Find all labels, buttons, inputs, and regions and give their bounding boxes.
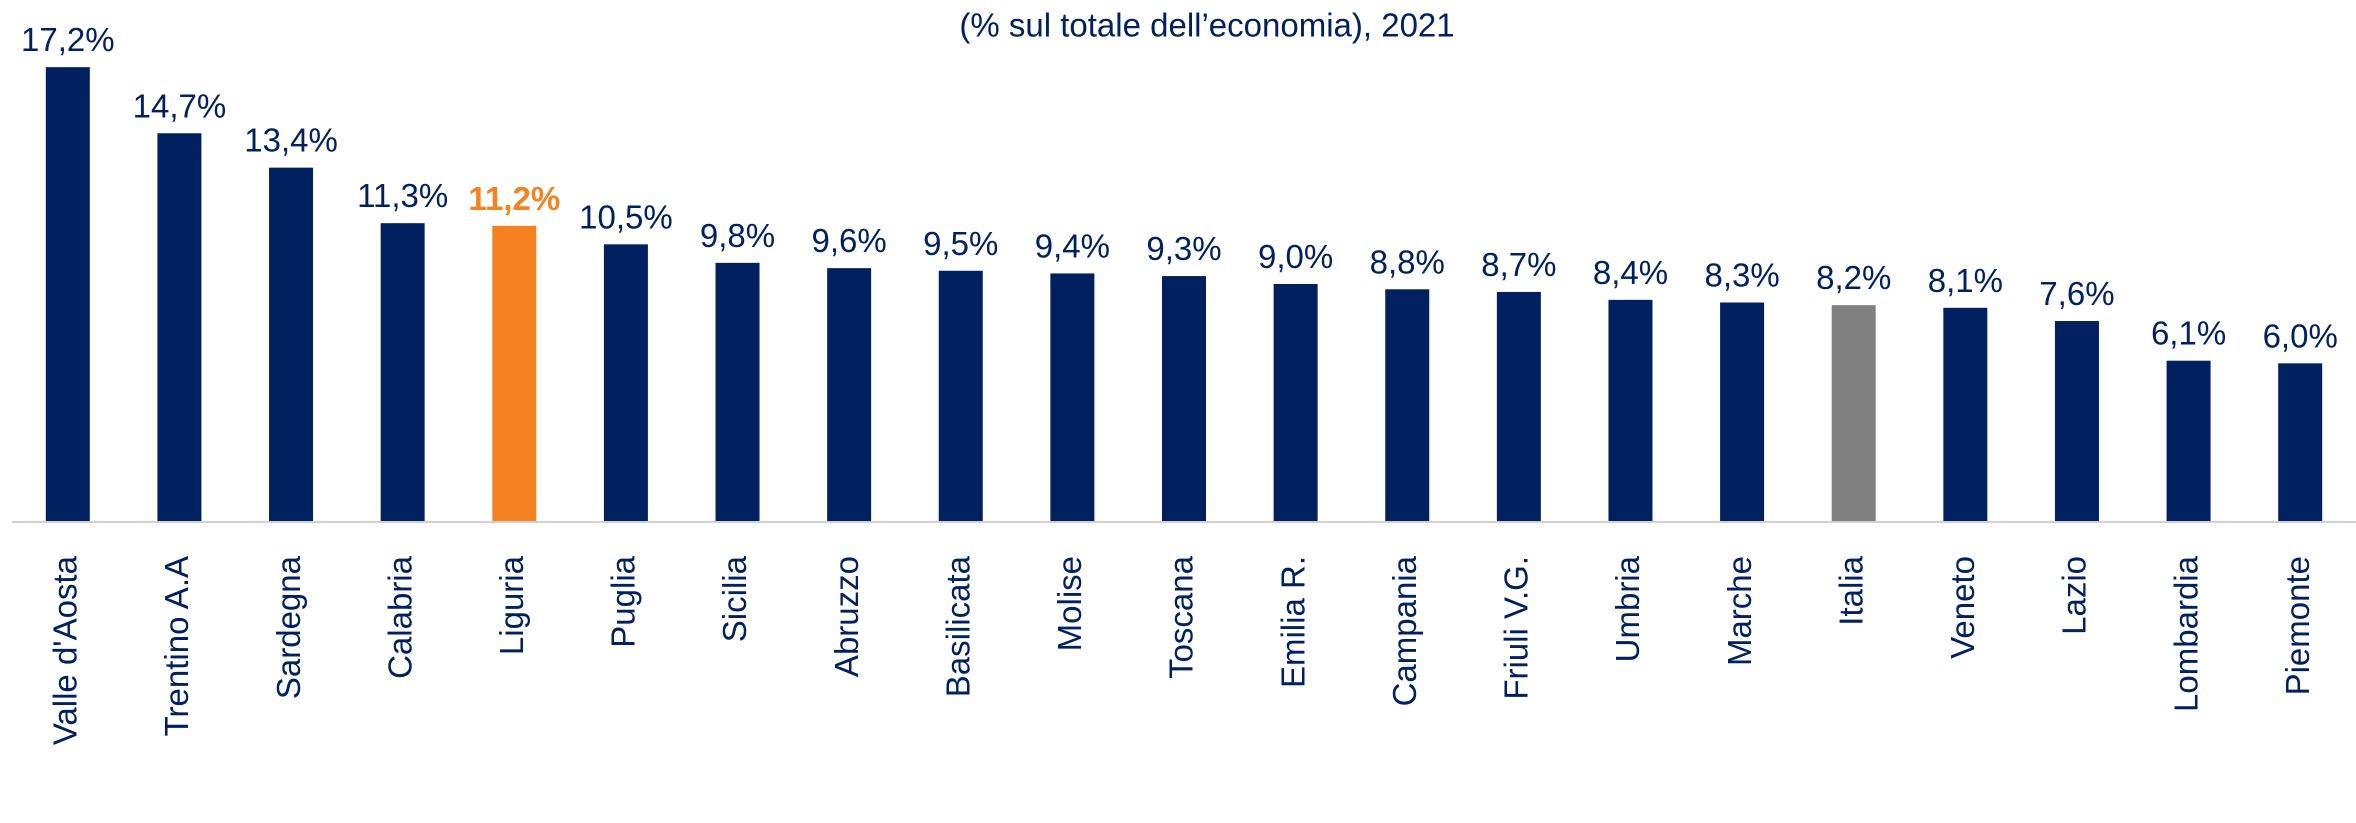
value-label: 9,3% xyxy=(1146,230,1221,267)
x-tick-label: Marche xyxy=(1721,556,1758,666)
x-tick-label: Umbria xyxy=(1609,555,1646,662)
x-tick-label: Lazio xyxy=(2056,556,2093,635)
bar xyxy=(1162,276,1206,522)
bar xyxy=(1831,305,1876,522)
x-tick-label: Lombardia xyxy=(2167,555,2204,712)
x-tick-label: Emilia R. xyxy=(1274,556,1311,688)
bar xyxy=(715,262,760,522)
x-tick-label: Sicilia xyxy=(716,555,753,642)
value-label: 9,4% xyxy=(1035,227,1110,264)
chart-subtitle: (% sul totale dell’economia), 2021 xyxy=(959,7,1454,44)
bar xyxy=(2278,363,2323,522)
value-label: 14,7% xyxy=(133,87,227,124)
x-tick-label: Puglia xyxy=(605,555,642,647)
x-tick-label: Toscana xyxy=(1163,555,1200,679)
bar xyxy=(45,67,90,523)
value-label: 9,6% xyxy=(812,222,887,259)
bar xyxy=(492,225,537,523)
value-label: 9,8% xyxy=(700,217,775,254)
bar xyxy=(2054,321,2099,522)
x-tick-label: Sardegna xyxy=(270,555,307,699)
x-tick-label: Trentino A.A xyxy=(158,556,195,736)
bar xyxy=(1385,289,1430,522)
x-tick-label: Piemonte xyxy=(2279,556,2316,695)
value-label: 11,2% xyxy=(468,180,560,217)
bar xyxy=(157,133,202,522)
bar xyxy=(827,268,872,522)
x-tick-label: Molise xyxy=(1051,556,1088,651)
value-label: 13,4% xyxy=(244,122,338,159)
value-label: 8,8% xyxy=(1370,243,1445,280)
bar xyxy=(1273,284,1318,522)
value-label: 6,0% xyxy=(2263,317,2338,354)
value-label: 10,5% xyxy=(579,198,673,235)
value-label: 8,4% xyxy=(1593,254,1668,291)
x-tick-label: Basilicata xyxy=(939,555,976,697)
x-tick-label: Liguria xyxy=(493,555,530,655)
x-tick-label: Friuli V.G. xyxy=(1498,556,1535,700)
x-tick-label: Campania xyxy=(1386,555,1423,706)
value-label: 7,6% xyxy=(2039,275,2114,312)
bar xyxy=(1943,307,1988,522)
bar xyxy=(269,167,314,522)
x-tick-label: Italia xyxy=(1832,555,1869,625)
value-label: 9,0% xyxy=(1258,238,1333,275)
value-label: 8,7% xyxy=(1481,246,1556,283)
bar xyxy=(938,270,983,522)
value-label: 6,1% xyxy=(2151,315,2226,352)
value-label: 9,5% xyxy=(923,225,998,262)
x-tick-label: Calabria xyxy=(381,555,418,679)
bar xyxy=(1720,302,1765,522)
bar xyxy=(1608,299,1653,522)
value-label: 8,2% xyxy=(1816,259,1891,296)
bar xyxy=(1496,291,1541,522)
x-tick-label: Abruzzo xyxy=(828,556,865,677)
x-tick-label: Veneto xyxy=(1944,556,1981,659)
value-label: 8,1% xyxy=(1928,262,2003,299)
bar xyxy=(603,244,648,523)
value-label: 11,3% xyxy=(357,177,448,214)
bar xyxy=(2166,360,2211,522)
value-label: 8,3% xyxy=(1704,257,1779,294)
bar xyxy=(1050,273,1095,522)
value-label: 17,2% xyxy=(21,21,115,58)
x-tick-label: Valle d'Aosta xyxy=(47,555,84,745)
bar xyxy=(380,223,425,522)
